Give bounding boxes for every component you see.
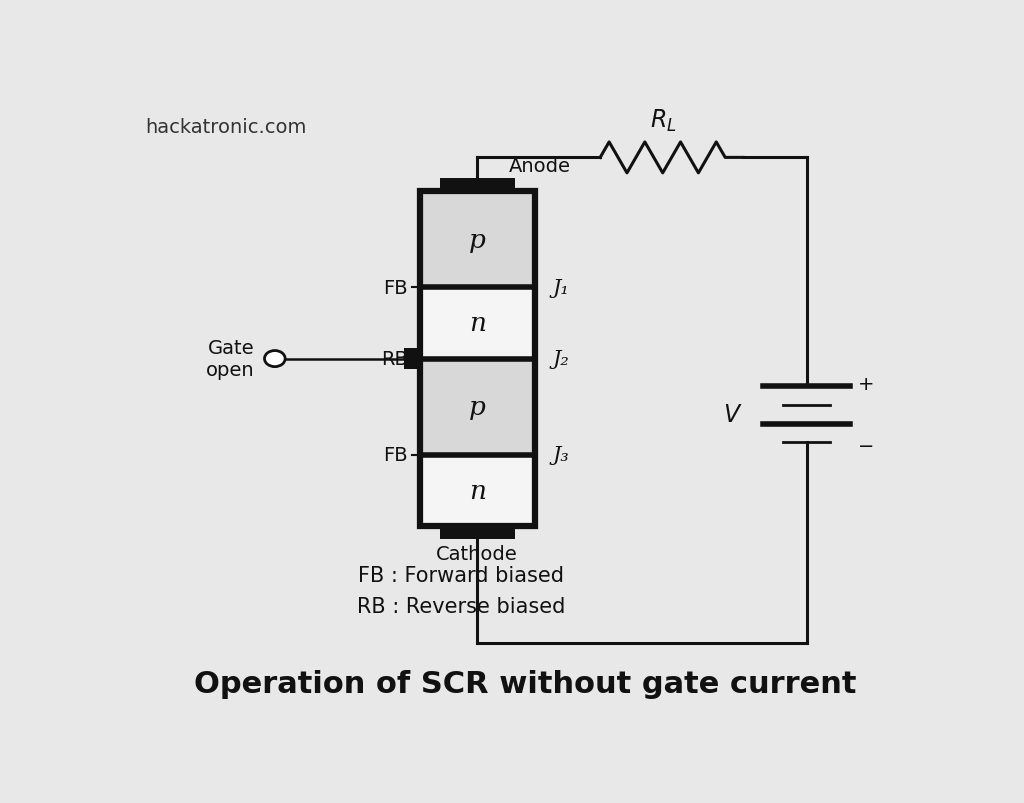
Text: −: − <box>858 436 874 455</box>
Polygon shape <box>439 178 515 192</box>
Text: Gate
open: Gate open <box>207 339 255 380</box>
Text: RB: RB <box>381 349 408 369</box>
Bar <box>420 359 535 455</box>
Text: FB : Forward biased: FB : Forward biased <box>358 565 564 585</box>
Text: p: p <box>469 394 485 419</box>
Text: n: n <box>469 311 485 336</box>
Text: +: + <box>858 374 874 393</box>
Text: Cathode: Cathode <box>436 544 518 564</box>
Bar <box>403 349 420 370</box>
Text: Anode: Anode <box>509 157 571 176</box>
Text: FB: FB <box>383 446 408 464</box>
Bar <box>420 192 535 288</box>
Text: n: n <box>469 478 485 503</box>
Text: RB : Reverse biased: RB : Reverse biased <box>357 597 565 617</box>
Text: J₃: J₃ <box>552 446 569 464</box>
Text: J₂: J₂ <box>552 349 569 369</box>
Text: hackatronic.com: hackatronic.com <box>145 118 307 137</box>
Bar <box>420 192 535 526</box>
Bar <box>420 288 535 359</box>
Text: V: V <box>723 403 739 426</box>
Text: Operation of SCR without gate current: Operation of SCR without gate current <box>194 669 856 699</box>
Text: FB: FB <box>383 279 408 298</box>
Text: p: p <box>469 227 485 253</box>
Bar <box>420 455 535 526</box>
Circle shape <box>264 351 285 367</box>
Polygon shape <box>439 526 515 540</box>
Text: $R_L$: $R_L$ <box>650 108 677 133</box>
Text: J₁: J₁ <box>552 279 569 298</box>
